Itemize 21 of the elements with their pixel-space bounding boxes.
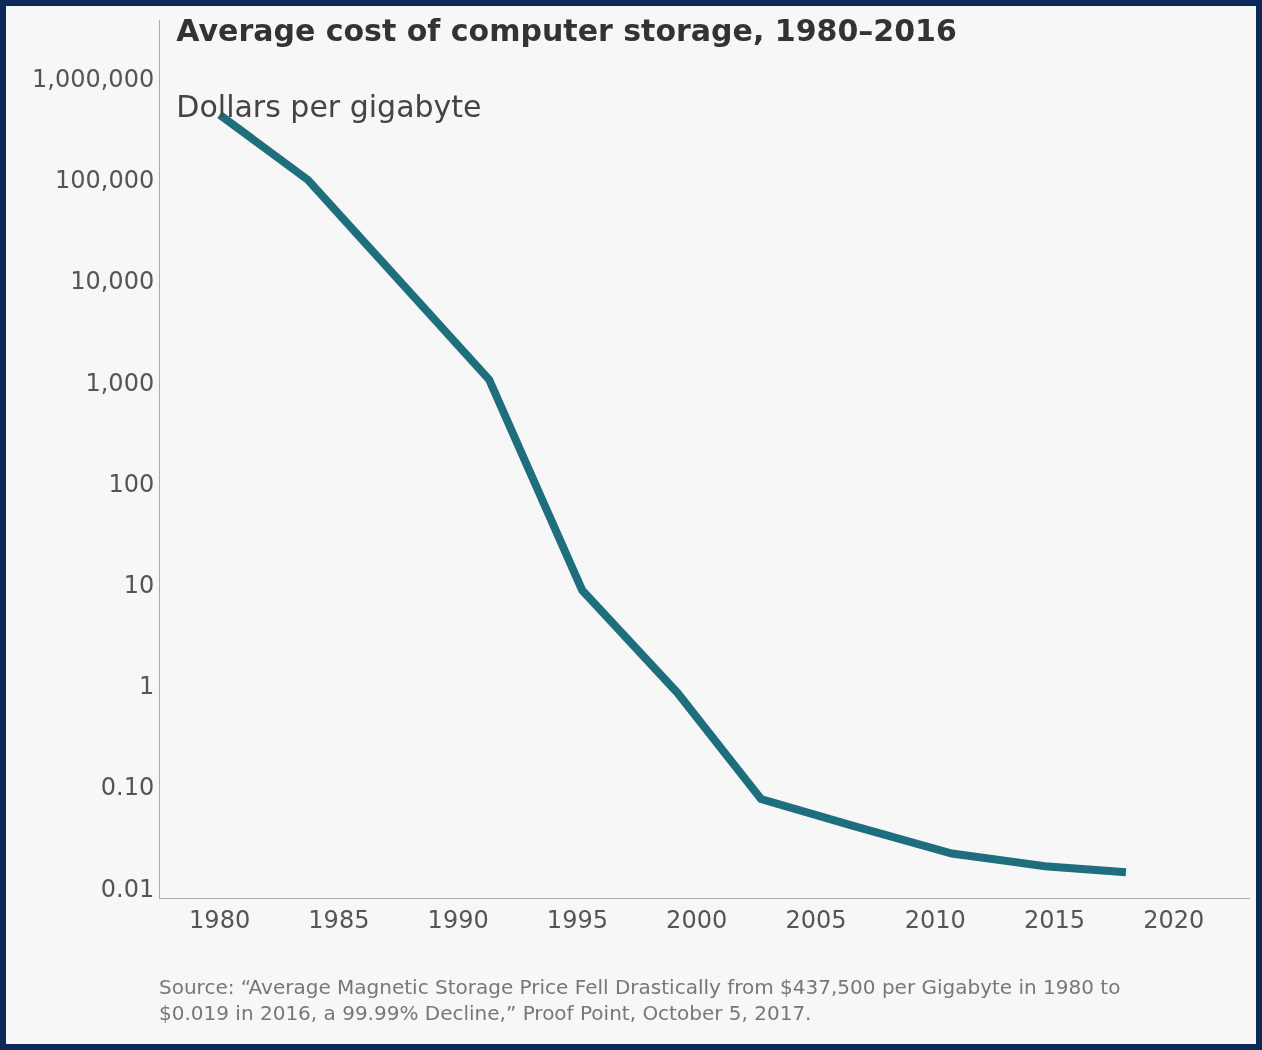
x-tick-label: 2020 [1143, 905, 1205, 934]
y-tick-label: 10,000 [70, 267, 155, 296]
x-tick-label: 1985 [308, 905, 370, 934]
x-tick-label: 2010 [904, 905, 966, 934]
chart-title: Average cost of computer storage, 1980–2016 [176, 13, 957, 48]
y-tick-label: 10 [123, 571, 155, 600]
source-note: Source: “Average Magnetic Storage Price Fell Drastically from $437,500 per Gigabyte in 1980 to $0.019 in 2016, a 99.99% Decline,” Proof Point, October 5, 2017. [159, 975, 1121, 1025]
y-tick-label: 100 [108, 469, 155, 498]
y-tick-label: 1,000 [85, 368, 155, 397]
x-tick-label: 2015 [1023, 905, 1085, 934]
text: Dollars per gigabyte [176, 89, 482, 124]
y-tick-label: 1,000,000 [32, 65, 155, 94]
x-tick-label: 1980 [189, 905, 251, 934]
y-tick-label: 100,000 [54, 166, 155, 195]
y-tick-label: 1 [138, 672, 155, 701]
y-tick-label: 0.10 [100, 773, 155, 802]
x-tick-label: 1995 [546, 905, 608, 934]
x-tick-label: 1990 [427, 905, 489, 934]
x-tick-label: 2000 [666, 905, 728, 934]
x-tick-label: 2005 [785, 905, 847, 934]
y-tick-label: 0.01 [100, 874, 155, 903]
